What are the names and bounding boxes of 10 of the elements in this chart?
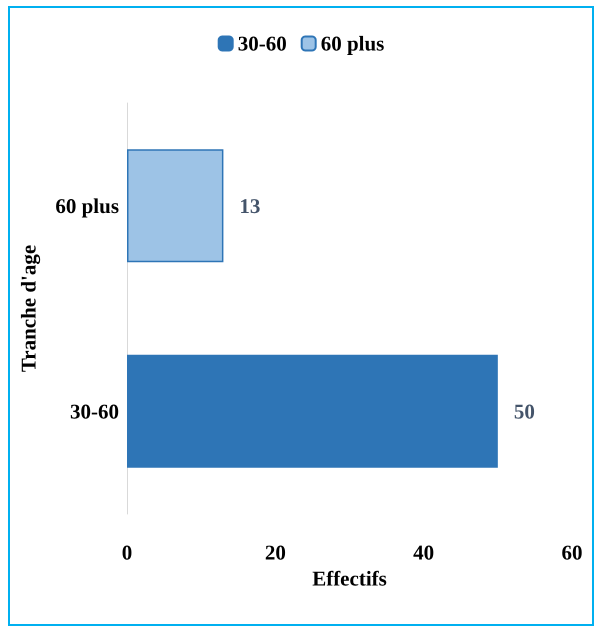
x-tick-label: 20 [264,540,286,564]
x-tick-label: 40 [413,540,434,564]
x-tick-label: 0 [122,540,132,564]
data-label: 50 [514,399,535,424]
legend-label: 60 plus [320,32,384,56]
legend-label: 30-60 [238,32,287,56]
x-tick-label: 60 [562,540,582,564]
x-axis-title: Effectifs [312,566,387,590]
data-label: 13 [239,194,260,218]
y-axis-title: Tranche d'age [16,244,40,372]
